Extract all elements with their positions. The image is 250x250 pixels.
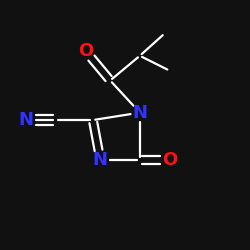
Text: O: O: [78, 42, 93, 60]
Text: N: N: [132, 104, 147, 122]
Text: N: N: [18, 111, 34, 129]
Text: N: N: [93, 150, 108, 168]
Text: O: O: [162, 150, 177, 168]
